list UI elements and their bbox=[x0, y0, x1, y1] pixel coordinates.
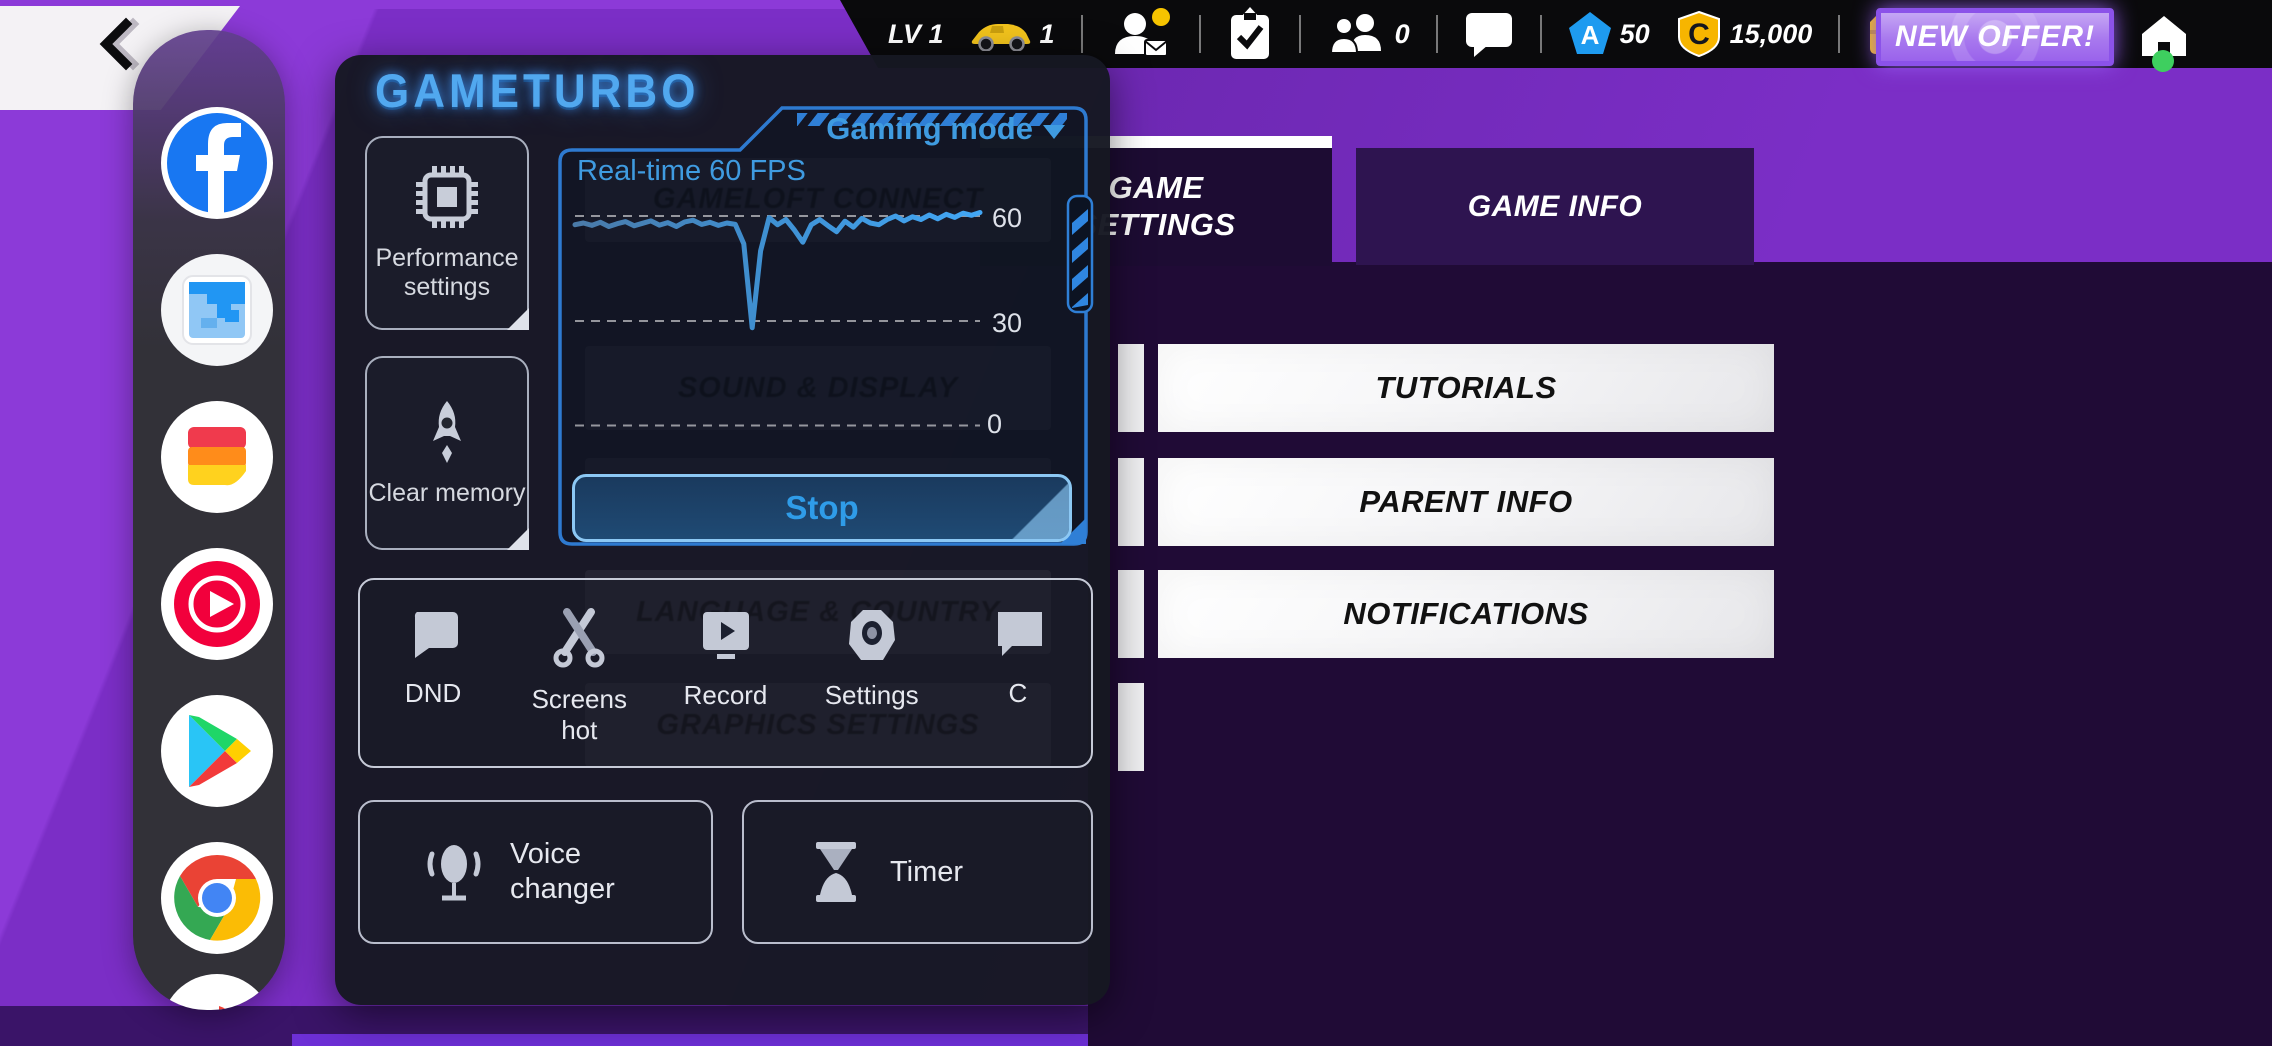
settings-button[interactable]: Settings bbox=[799, 580, 945, 766]
parent-info-button[interactable]: PARENT INFO bbox=[1158, 458, 1774, 546]
sidebar-app-play-store[interactable] bbox=[161, 695, 273, 807]
svg-text:C: C bbox=[1688, 18, 1710, 51]
partial-app-icon bbox=[219, 1006, 228, 1010]
left-menu-button-edge bbox=[1118, 683, 1144, 771]
hazard-stripes-top bbox=[797, 113, 1067, 126]
tab-game-info-label: GAME INFO bbox=[1467, 189, 1643, 223]
hud-divider bbox=[1838, 15, 1841, 53]
coin-count: 15,000 bbox=[1729, 18, 1813, 49]
scissors-icon bbox=[553, 608, 605, 668]
stop-button[interactable]: Stop bbox=[572, 474, 1072, 542]
gaming-mode-dropdown[interactable]: Gaming mode bbox=[765, 111, 1065, 147]
ghost-menu-row bbox=[585, 683, 1051, 767]
player-level: LV 1 bbox=[888, 18, 944, 49]
missions-button[interactable] bbox=[1227, 7, 1273, 61]
dnd-bubble-icon bbox=[415, 612, 459, 658]
coin-balance[interactable]: C 15,000 bbox=[1676, 11, 1813, 57]
hud-divider bbox=[1539, 15, 1542, 53]
coin-icon: C bbox=[1677, 11, 1720, 57]
sidebar-app-partial[interactable] bbox=[161, 974, 273, 1010]
fps-tick-60: 60 bbox=[992, 203, 1022, 233]
hazard-decor-segments bbox=[1072, 209, 1088, 308]
performance-settings-button[interactable]: Performance settings bbox=[365, 136, 529, 330]
profile-button[interactable] bbox=[1109, 8, 1173, 60]
notifications-button[interactable]: NOTIFICATIONS bbox=[1158, 570, 1774, 658]
notes-app-icon bbox=[188, 427, 246, 486]
home-button[interactable] bbox=[2138, 12, 2190, 58]
facebook-icon bbox=[167, 113, 267, 213]
hourglass-icon bbox=[816, 842, 856, 902]
left-menu-button-edge bbox=[1118, 570, 1144, 658]
hud-divider bbox=[1198, 15, 1201, 53]
clear-memory-label: Clear memory bbox=[368, 478, 526, 507]
clipboard-check-icon bbox=[1230, 7, 1269, 59]
ghost-menu-row bbox=[585, 570, 1051, 654]
quick-actions-bar: DND Screenshot Record bbox=[358, 578, 1093, 768]
game-turbo-logo: GAMETURBO bbox=[375, 65, 700, 118]
tab-game-info[interactable]: GAME INFO bbox=[1356, 148, 1754, 265]
hud-divider bbox=[1080, 15, 1083, 53]
sidebar-app-notes[interactable] bbox=[161, 401, 273, 513]
car-icon bbox=[971, 24, 1030, 51]
token-icon: A bbox=[1568, 12, 1611, 54]
new-offer-button[interactable]: NEW OFFER! bbox=[1876, 8, 2114, 66]
youtube-music-icon bbox=[174, 561, 260, 647]
screenshot-button[interactable]: Screenshot bbox=[506, 580, 652, 766]
friends-button[interactable]: 0 bbox=[1327, 11, 1410, 57]
sidebar-app-chrome[interactable] bbox=[161, 842, 273, 954]
timer-label: Timer bbox=[890, 855, 964, 888]
game-turbo-overlay: GAMELOFT CONNECT SOUND & DISPLAY CONTROL… bbox=[335, 55, 1110, 1005]
car-count[interactable]: 1 bbox=[970, 17, 1055, 51]
sidebar-app-game-thumbnail[interactable] bbox=[161, 254, 273, 366]
screen-record-icon bbox=[702, 612, 749, 659]
cast-button-partial[interactable]: C bbox=[945, 580, 1091, 766]
sidebar-app-youtube-music[interactable] bbox=[161, 548, 273, 660]
fps-panel: 60 30 0 bbox=[558, 106, 1094, 546]
tutorials-button[interactable]: TUTORIALS bbox=[1158, 344, 1774, 432]
cast-icon-partial bbox=[997, 612, 1042, 656]
online-status-dot bbox=[2152, 50, 2174, 72]
back-icon[interactable] bbox=[86, 12, 150, 76]
ghost-menu-label: LANGUAGE & COUNTRY bbox=[636, 596, 1000, 628]
left-menu-button-edge bbox=[1118, 458, 1144, 546]
token-count: 50 bbox=[1619, 18, 1650, 49]
chevron-down-icon bbox=[1043, 125, 1065, 139]
record-button[interactable]: Record bbox=[652, 580, 798, 766]
dnd-button[interactable]: DND bbox=[360, 580, 506, 766]
hud-divider bbox=[1435, 15, 1438, 53]
sidebar-app-facebook[interactable] bbox=[161, 107, 273, 219]
ghost-menu-label: GRAPHICS SETTINGS bbox=[656, 709, 980, 741]
left-menu-button-edge bbox=[1118, 344, 1144, 432]
svg-text:A: A bbox=[1580, 20, 1599, 50]
game-thumbnail-icon bbox=[182, 275, 252, 345]
friends-count: 0 bbox=[1394, 18, 1410, 49]
bottom-strip bbox=[292, 1034, 1088, 1046]
fps-tick-0: 0 bbox=[987, 409, 1002, 439]
fps-line-series bbox=[572, 210, 983, 331]
clear-memory-button[interactable]: Clear memory bbox=[365, 356, 529, 550]
app-sidebar bbox=[133, 30, 285, 1010]
token-balance[interactable]: A 50 bbox=[1568, 11, 1650, 57]
gear-icon bbox=[848, 610, 895, 660]
chrome-icon bbox=[174, 854, 261, 941]
play-store-icon bbox=[189, 715, 251, 787]
fps-tick-30: 30 bbox=[992, 308, 1022, 338]
fps-chart-title: Real-time 60 FPS bbox=[577, 155, 806, 187]
rocket-icon bbox=[433, 400, 461, 463]
chat-button[interactable] bbox=[1464, 11, 1514, 57]
profile-icon bbox=[1114, 8, 1170, 57]
voice-changer-button[interactable]: Voice changer bbox=[358, 800, 713, 944]
hud-divider bbox=[1298, 15, 1301, 53]
microphone-icon bbox=[427, 845, 481, 901]
performance-settings-label: Performance settings bbox=[375, 244, 519, 301]
voice-changer-label: Voice changer bbox=[510, 838, 615, 905]
friends-icon bbox=[1329, 14, 1381, 54]
chat-bubble-icon bbox=[1465, 13, 1512, 57]
cpu-chip-icon bbox=[416, 166, 478, 229]
timer-button[interactable]: Timer bbox=[742, 800, 1093, 944]
